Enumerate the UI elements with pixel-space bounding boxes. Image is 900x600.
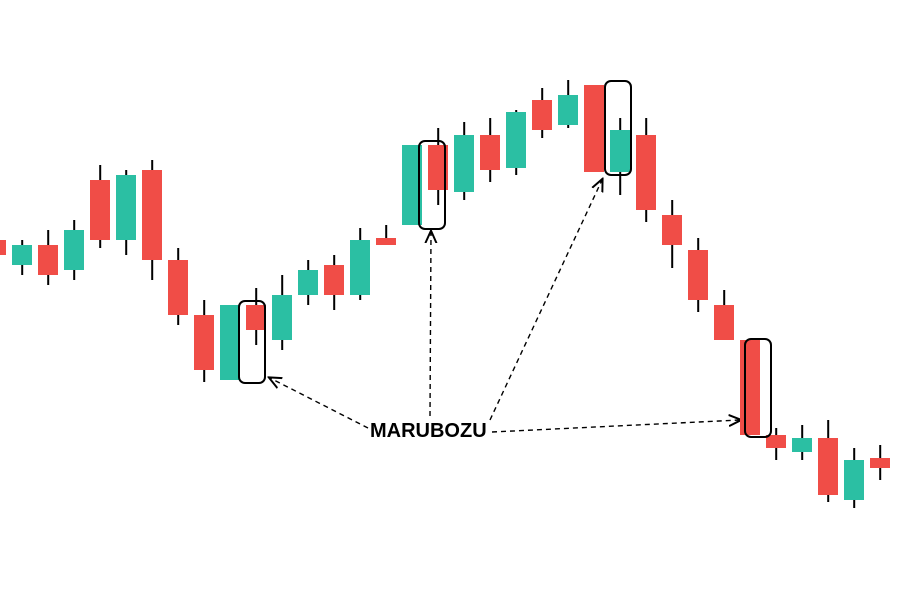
candle	[90, 0, 110, 600]
candle	[168, 0, 188, 600]
candle	[740, 0, 760, 600]
candle	[558, 0, 578, 600]
candle	[142, 0, 162, 600]
marubozu-highlight	[238, 300, 266, 384]
candlestick-chart: MARUBOZU	[0, 0, 900, 600]
candle	[662, 0, 682, 600]
candle	[766, 0, 786, 600]
candle	[454, 0, 474, 600]
candle-body	[558, 95, 578, 125]
candle-body	[506, 112, 526, 168]
candle	[350, 0, 370, 600]
candle-body	[662, 215, 682, 245]
candle	[584, 0, 604, 600]
candle-body	[480, 135, 500, 170]
marubozu-highlight	[604, 80, 632, 176]
candle-body	[792, 438, 812, 452]
candle-body	[64, 230, 84, 270]
candle	[870, 0, 890, 600]
candle-body	[844, 460, 864, 500]
candle-body	[38, 245, 58, 275]
candle-body	[298, 270, 318, 295]
candle-body	[12, 245, 32, 265]
candle	[714, 0, 734, 600]
candle-body	[688, 250, 708, 300]
candle	[688, 0, 708, 600]
candle	[480, 0, 500, 600]
candle	[818, 0, 838, 600]
candle-body	[220, 305, 240, 380]
candle	[532, 0, 552, 600]
candle-body	[454, 135, 474, 192]
candle	[12, 0, 32, 600]
marubozu-highlight	[418, 140, 446, 230]
candle-body	[168, 260, 188, 315]
candle-body	[194, 315, 214, 370]
candle	[428, 0, 448, 600]
candle	[0, 0, 6, 600]
marubozu-highlight	[744, 338, 772, 438]
candle	[64, 0, 84, 600]
candle-body	[714, 305, 734, 340]
candle-body	[90, 180, 110, 240]
candle-body	[142, 170, 162, 260]
candle-body	[116, 175, 136, 240]
candle-body	[324, 265, 344, 295]
candle-body	[584, 85, 604, 172]
candle-body	[870, 458, 890, 468]
candle-body	[376, 238, 396, 245]
candle-body	[532, 100, 552, 130]
candle-body	[350, 240, 370, 295]
candle	[376, 0, 396, 600]
candle	[194, 0, 214, 600]
candle	[636, 0, 656, 600]
candle-body	[272, 295, 292, 340]
candle-body	[636, 135, 656, 210]
candle	[38, 0, 58, 600]
candle	[298, 0, 318, 600]
candle-body	[766, 435, 786, 448]
candle	[220, 0, 240, 600]
candle-body	[818, 438, 838, 495]
candle	[402, 0, 422, 600]
candle	[792, 0, 812, 600]
candle-body	[0, 240, 6, 255]
candle	[272, 0, 292, 600]
candle	[116, 0, 136, 600]
candle	[506, 0, 526, 600]
candle	[844, 0, 864, 600]
candle	[324, 0, 344, 600]
